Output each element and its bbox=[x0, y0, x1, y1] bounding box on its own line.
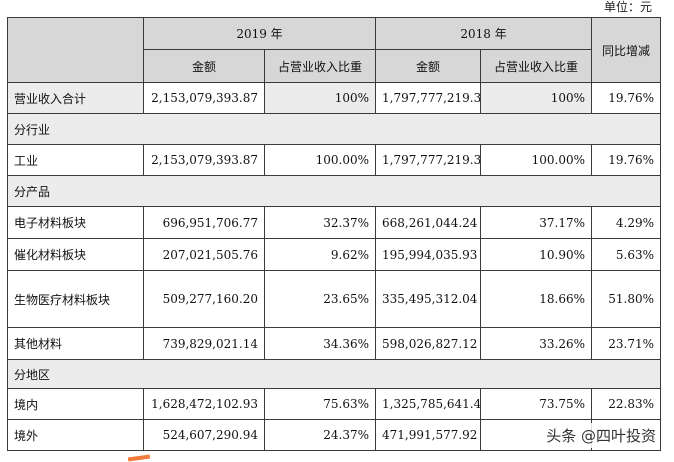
ratio-2018: 73.75% bbox=[480, 388, 593, 420]
header-year-2019: 2019 年 bbox=[142, 17, 377, 50]
amount-2019: 696,951,706.77 bbox=[143, 206, 265, 239]
amount-2019: 207,021,505.76 bbox=[143, 238, 265, 271]
header-ratio-2018: 占营业收入比重 bbox=[480, 49, 593, 83]
row-label: 催化材料板块 bbox=[7, 238, 144, 271]
amount-2018: 471,991,577.92 bbox=[375, 419, 482, 451]
row-label: 工业 bbox=[7, 144, 144, 176]
ratio-2019: 23.65% bbox=[263, 270, 377, 328]
orange-accent-mark bbox=[127, 454, 151, 462]
amount-2018: 1,797,777,219.33 bbox=[375, 144, 482, 176]
header-ratio-2019: 占营业收入比重 bbox=[263, 49, 377, 83]
amount-2018: 1,797,777,219.33 bbox=[375, 82, 482, 114]
section-row-product: 分产品 bbox=[6, 175, 662, 207]
ratio-2018: 100.00% bbox=[480, 144, 593, 176]
yoy-change: 51.80% bbox=[591, 270, 662, 328]
amount-2019: 2,153,079,393.87 bbox=[143, 82, 265, 114]
amount-2018: 1,325,785,641.41 bbox=[375, 388, 482, 420]
amount-2019: 524,607,290.94 bbox=[143, 419, 265, 451]
amount-2018: 598,026,827.12 bbox=[375, 327, 482, 360]
ratio-2019: 75.63% bbox=[263, 388, 377, 420]
unit-label: 单位：元 bbox=[603, 0, 652, 14]
row-label: 生物医疗材料板块 bbox=[7, 270, 144, 328]
ratio-2019: 100% bbox=[263, 82, 377, 114]
header-blank-cell bbox=[7, 17, 144, 83]
ratio-2018: 37.17% bbox=[480, 206, 593, 239]
revenue-table: 2019 年 2018 年 同比增减 金额 占营业收入比重 金额 占营业收入比重… bbox=[6, 17, 662, 451]
section-label: 分地区 bbox=[6, 359, 662, 389]
row-label: 境外 bbox=[7, 419, 144, 451]
amount-2018: 195,994,035.93 bbox=[375, 238, 482, 271]
row-label: 其他材料 bbox=[7, 327, 144, 360]
ratio-2018: 18.66% bbox=[480, 270, 593, 328]
ratio-2019: 34.36% bbox=[263, 327, 377, 360]
table-row: 其他材料 739,829,021.14 34.36% 598,026,827.1… bbox=[7, 327, 662, 360]
table-row: 电子材料板块 696,951,706.77 32.37% 668,261,044… bbox=[7, 206, 662, 239]
yoy-change: 5.63% bbox=[591, 238, 662, 271]
amount-2019: 509,277,160.20 bbox=[143, 270, 265, 328]
yoy-change: 23.71% bbox=[591, 327, 662, 360]
amount-2019: 1,628,472,102.93 bbox=[143, 388, 265, 420]
watermark: 头条 @四叶投资 bbox=[542, 423, 660, 448]
yoy-change: 19.76% bbox=[591, 82, 662, 114]
row-label: 境内 bbox=[7, 388, 144, 420]
row-label: 电子材料板块 bbox=[7, 206, 144, 239]
ratio-2019: 24.37% bbox=[263, 419, 377, 451]
yoy-change: 4.29% bbox=[591, 206, 662, 239]
amount-2018: 335,495,312.04 bbox=[375, 270, 482, 328]
yoy-change: 22.83% bbox=[591, 388, 662, 420]
ratio-2019: 9.62% bbox=[263, 238, 377, 271]
ratio-2018: 33.26% bbox=[480, 327, 593, 360]
section-label: 分行业 bbox=[6, 113, 662, 145]
amount-2018: 668,261,044.24 bbox=[375, 206, 482, 239]
table-row-total: 营业收入合计 2,153,079,393.87 100% 1,797,777,2… bbox=[7, 82, 662, 114]
amount-2019: 739,829,021.14 bbox=[143, 327, 265, 360]
ratio-2018: 100% bbox=[480, 82, 593, 114]
table-row: 生物医疗材料板块 509,277,160.20 23.65% 335,495,3… bbox=[7, 270, 662, 328]
header-amount-2019: 金额 bbox=[143, 49, 265, 83]
section-row-region: 分地区 bbox=[6, 359, 662, 389]
ratio-2018: 10.90% bbox=[480, 238, 593, 271]
ratio-2019: 32.37% bbox=[263, 206, 377, 239]
table-row: 境内 1,628,472,102.93 75.63% 1,325,785,641… bbox=[7, 388, 662, 420]
row-label: 营业收入合计 bbox=[7, 82, 144, 114]
yoy-change: 19.76% bbox=[591, 144, 662, 176]
header-amount-2018: 金额 bbox=[375, 49, 482, 83]
section-label: 分产品 bbox=[6, 175, 662, 207]
amount-2019: 2,153,079,393.87 bbox=[143, 144, 265, 176]
table-row: 工业 2,153,079,393.87 100.00% 1,797,777,21… bbox=[7, 144, 662, 176]
header-yoy: 同比增减 bbox=[591, 17, 662, 83]
section-row-industry: 分行业 bbox=[6, 113, 662, 145]
ratio-2019: 100.00% bbox=[263, 144, 377, 176]
table-row: 催化材料板块 207,021,505.76 9.62% 195,994,035.… bbox=[7, 238, 662, 271]
header-year-2018: 2018 年 bbox=[375, 17, 593, 50]
